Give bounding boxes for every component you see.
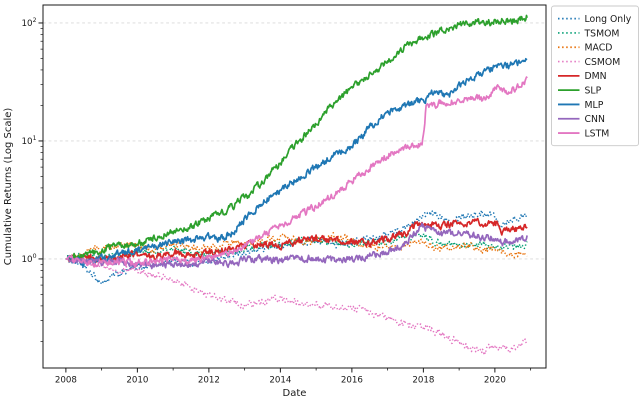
series-line-slp <box>65 14 528 263</box>
legend-label-mlp: MLP <box>585 100 604 111</box>
axis-tick-labels: 2008 2010 2012 2014 2016 2018 2020 100 101 102 <box>22 17 506 385</box>
x-tick-label-2012: 2012 <box>198 376 220 386</box>
axis-ticks <box>38 22 532 373</box>
y-tick-label-1e2: 102 <box>22 17 37 29</box>
plot-border <box>42 4 547 369</box>
legend-item-lstm: LSTM <box>558 128 609 139</box>
legend-item-long-only: Long Only <box>558 14 632 25</box>
x-tick-label-2020: 2020 <box>484 376 506 386</box>
legend-item-mlp: MLP <box>558 100 604 111</box>
legend-label-tsmom: TSMOM <box>584 28 620 39</box>
series-line-mlp <box>65 57 528 268</box>
legend-label-csmom: CSMOM <box>585 57 621 68</box>
series-line-lstm <box>65 76 528 269</box>
legend-label-long-only: Long Only <box>585 14 632 25</box>
x-tick-label-2008: 2008 <box>55 376 77 386</box>
series-lines <box>65 14 528 355</box>
x-tick-label-2016: 2016 <box>341 376 363 386</box>
x-tick-label-2010: 2010 <box>126 376 148 386</box>
x-tick-label-2014: 2014 <box>269 376 292 386</box>
series-line-tsmom <box>65 231 528 261</box>
legend-item-cnn: CNN <box>558 114 605 125</box>
y-axis-label: Cumulative Returns (Log Scale) <box>3 108 14 266</box>
series-line-csmom <box>65 255 528 355</box>
legend-item-csmom: CSMOM <box>558 57 620 68</box>
legend-label-cnn: CNN <box>585 114 605 125</box>
legend-label-slp: SLP <box>585 85 602 96</box>
legend-label-macd: MACD <box>585 43 613 54</box>
y-tick-label-1e1: 101 <box>22 135 37 147</box>
legend-item-dmn: DMN <box>558 71 607 82</box>
legend: Long Only TSMOM MACD CSMOM DMN SLP MLP CNN LSTM <box>551 5 639 147</box>
legend-label-lstm: LSTM <box>585 128 610 139</box>
legend-item-macd: MACD <box>558 43 612 54</box>
series-line-dmn <box>65 217 528 264</box>
x-tick-label-2018: 2018 <box>412 376 434 386</box>
x-axis-label: Date <box>283 388 307 399</box>
legend-box <box>551 5 639 147</box>
legend-item-tsmom: TSMOM <box>558 28 619 39</box>
y-tick-label-1e0: 100 <box>22 253 37 265</box>
legend-item-slp: SLP <box>558 85 602 96</box>
legend-label-dmn: DMN <box>585 71 607 82</box>
